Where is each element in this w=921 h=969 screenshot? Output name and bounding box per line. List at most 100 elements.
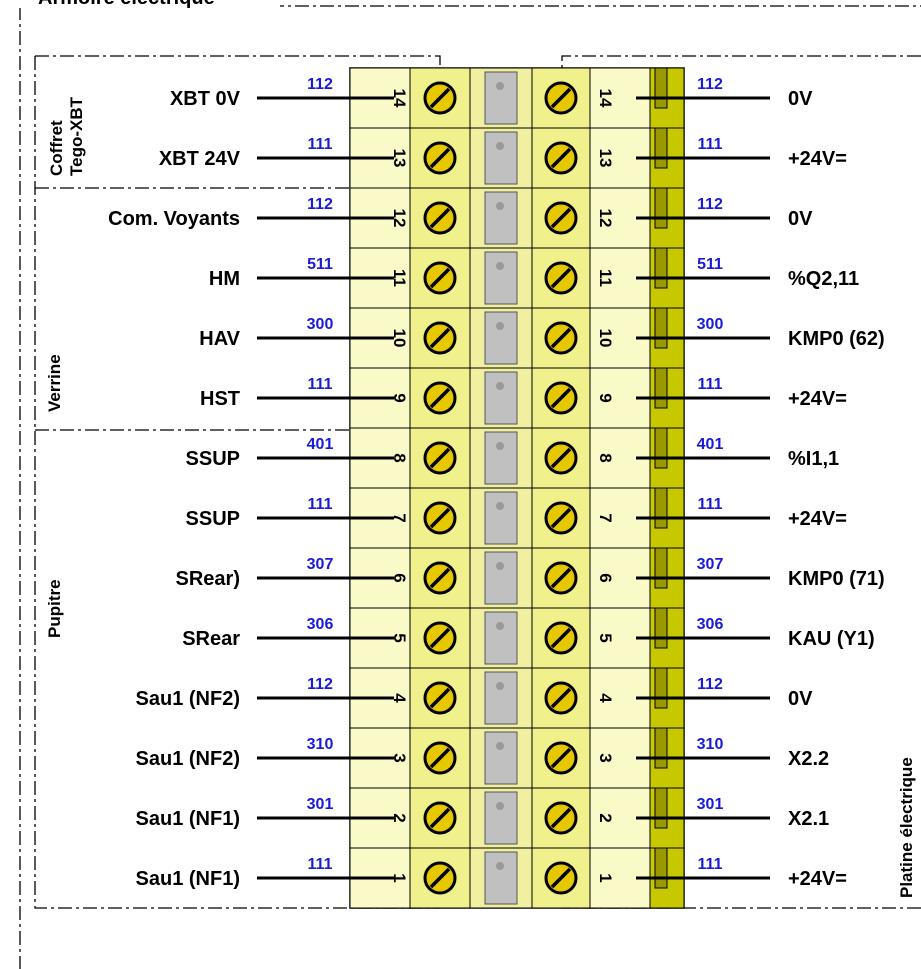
bridge-hole: [496, 682, 504, 690]
terminal-number-left: 1: [390, 873, 409, 882]
terminal-number-left: 13: [390, 149, 409, 168]
terminal-number-right: 10: [596, 329, 615, 348]
bridge-slot: [484, 251, 518, 305]
bridge-hole: [496, 622, 504, 630]
left-signal-label: SSUP: [186, 448, 240, 470]
screw-slot-right: [550, 867, 572, 889]
right-signal-label: +24V=: [788, 508, 847, 530]
wire-number-right: 111: [698, 376, 723, 393]
left-signal-label: Sau1 (NF1): [136, 868, 240, 890]
left-signal-label: Com. Voyants: [108, 208, 240, 230]
wire-number-left: 401: [307, 436, 334, 453]
right-signal-label: X2.2: [788, 748, 829, 770]
bridge-hole: [496, 742, 504, 750]
rail-clip: [654, 187, 668, 229]
screw-slot-left: [429, 747, 451, 769]
rail-clip: [654, 427, 668, 469]
terminal-number-left: 3: [390, 753, 409, 762]
screw-slot-right: [550, 687, 572, 709]
terminal-number-left: 10: [390, 329, 409, 348]
wire-number-right: 111: [698, 136, 723, 153]
right-signal-label: KMP0 (71): [788, 568, 885, 590]
screw-slot-right: [550, 567, 572, 589]
wire-number-left: 112: [307, 676, 333, 693]
left-signal-label: Sau1 (NF2): [136, 748, 240, 770]
wire-number-left: 111: [308, 496, 333, 513]
screw-slot-left: [429, 327, 451, 349]
left-signal-label: SRear): [176, 568, 240, 590]
bridge-hole: [496, 442, 504, 450]
wire-number-right: 306: [697, 616, 724, 633]
screw-slot-right: [550, 87, 572, 109]
wire-number-left: 306: [307, 616, 334, 633]
wire-number-left: 301: [307, 796, 334, 813]
left-signal-label: HM: [209, 268, 240, 290]
terminal-number-right: 1: [596, 873, 615, 882]
terminal-number-left: 6: [390, 573, 409, 582]
bridge-slot: [484, 671, 518, 725]
terminal-number-right: 2: [596, 813, 615, 822]
right-signal-label: KMP0 (62): [788, 328, 885, 350]
bridge-slot: [484, 431, 518, 485]
coffret-label-line1: Coffret: [47, 120, 66, 176]
screw-slot-right: [550, 807, 572, 829]
rail-clip: [654, 667, 668, 709]
screw-slot-left: [429, 207, 451, 229]
left-signal-label: SSUP: [186, 508, 240, 530]
right-signal-label: KAU (Y1): [788, 628, 875, 650]
screw-slot-right: [550, 507, 572, 529]
terminal-right-screw-panel: [531, 607, 591, 669]
terminal-number-left: 8: [390, 453, 409, 462]
screw-slot-right: [550, 147, 572, 169]
terminal-number-right: 8: [596, 453, 615, 462]
rail-clip: [654, 607, 668, 649]
bridge-slot: [484, 851, 518, 905]
right-signal-label: 0V: [788, 688, 813, 710]
terminal-number-right: 5: [596, 633, 615, 642]
screw-slot-left: [429, 567, 451, 589]
screw-slot-left: [429, 387, 451, 409]
right-signal-label: %I1,1: [788, 448, 839, 470]
bridge-slot: [484, 191, 518, 245]
right-signal-label: X2.1: [788, 808, 829, 830]
bridge-hole: [496, 262, 504, 270]
screw-slot-right: [550, 387, 572, 409]
wire-number-right: 111: [698, 856, 723, 873]
terminal-number-left: 2: [390, 813, 409, 822]
bridge-slot: [484, 731, 518, 785]
screw-slot-left: [429, 267, 451, 289]
wire-number-right: 401: [697, 436, 724, 453]
screw-slot-left: [429, 627, 451, 649]
rail-clip: [654, 67, 668, 109]
pupitre-label: Pupitre: [45, 579, 64, 638]
screw-slot-right: [550, 447, 572, 469]
bridge-hole: [496, 802, 504, 810]
rail-clip: [654, 847, 668, 889]
wire-number-right: 511: [697, 256, 723, 273]
rail-clip: [654, 247, 668, 289]
right-signal-label: +24V=: [788, 868, 847, 890]
bridge-slot: [484, 131, 518, 185]
left-signal-label: XBT 0V: [170, 88, 241, 110]
terminal-number-right: 13: [596, 149, 615, 168]
wire-number-left: 310: [307, 736, 334, 753]
wire-number-left: 307: [307, 556, 334, 573]
bridge-slot: [484, 491, 518, 545]
wire-number-left: 112: [307, 76, 333, 93]
terminal-right-screw-panel: [531, 547, 591, 609]
rail-clip: [654, 547, 668, 589]
left-signal-label: Sau1 (NF2): [136, 688, 240, 710]
right-signal-label: %Q2,11: [788, 268, 859, 290]
right-signal-label: +24V=: [788, 388, 847, 410]
rail-clip: [654, 307, 668, 349]
bridge-hole: [496, 142, 504, 150]
wire-number-left: 511: [307, 256, 333, 273]
bridge-hole: [496, 502, 504, 510]
screw-slot-left: [429, 147, 451, 169]
terminal-number-right: 11: [596, 269, 615, 287]
bridge-hole: [496, 382, 504, 390]
terminal-number-right: 7: [596, 513, 615, 522]
wire-number-right: 111: [698, 496, 723, 513]
screw-slot-right: [550, 327, 572, 349]
